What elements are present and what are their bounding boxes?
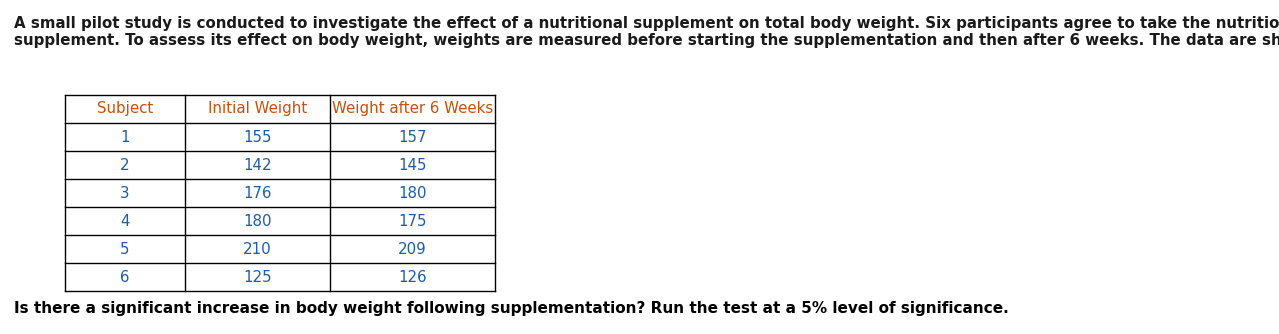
Text: Subject: Subject [97,102,153,117]
Text: 175: 175 [398,213,427,228]
Text: 126: 126 [398,270,427,285]
Text: 209: 209 [398,241,427,257]
Text: 125: 125 [243,270,272,285]
Text: 180: 180 [243,213,271,228]
Text: 142: 142 [243,158,272,172]
Text: supplement. To assess its effect on body weight, weights are measured before sta: supplement. To assess its effect on body… [14,33,1279,48]
Text: Is there a significant increase in body weight following supplementation? Run th: Is there a significant increase in body … [14,301,1009,316]
Text: Weight after 6 Weeks: Weight after 6 Weeks [331,102,494,117]
Text: 3: 3 [120,185,129,200]
Text: 157: 157 [398,130,427,145]
Text: 2: 2 [120,158,129,172]
Text: A small pilot study is conducted to investigate the effect of a nutritional supp: A small pilot study is conducted to inve… [14,16,1279,31]
Text: 6: 6 [120,270,129,285]
Text: 180: 180 [398,185,427,200]
Text: 1: 1 [120,130,129,145]
Text: 210: 210 [243,241,272,257]
Text: 4: 4 [120,213,129,228]
Text: Initial Weight: Initial Weight [208,102,307,117]
Text: 155: 155 [243,130,271,145]
Text: 176: 176 [243,185,271,200]
Text: 5: 5 [120,241,129,257]
Text: 145: 145 [398,158,427,172]
